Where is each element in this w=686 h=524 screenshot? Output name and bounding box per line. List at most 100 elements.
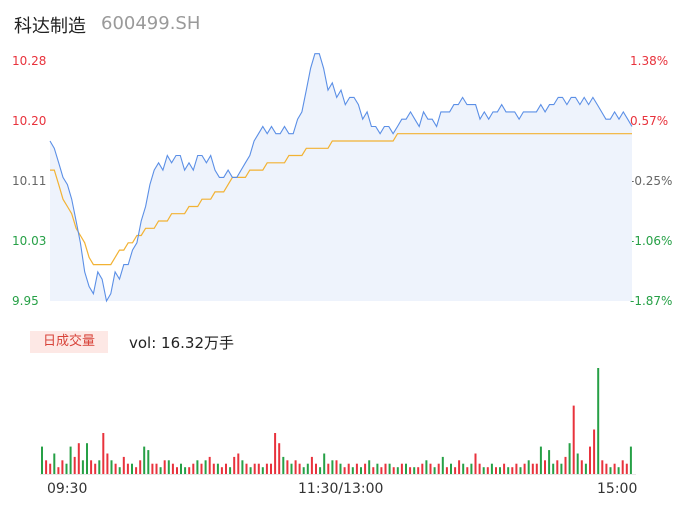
volume-bar xyxy=(233,456,236,474)
percent-tick-label: 1.38% xyxy=(630,54,669,68)
time-label-midday: 11:30/13:00 xyxy=(298,481,384,497)
volume-bar xyxy=(147,450,150,474)
volume-bar xyxy=(621,460,624,474)
volume-bar xyxy=(597,368,600,474)
volume-bar xyxy=(347,463,350,474)
volume-bar xyxy=(580,460,583,474)
volume-bar xyxy=(241,460,244,474)
volume-bar xyxy=(486,467,489,474)
volume-bar xyxy=(216,463,219,474)
volume-bar xyxy=(478,463,481,474)
volume-bar xyxy=(576,453,579,474)
volume-bar xyxy=(315,463,317,474)
volume-bar xyxy=(212,463,215,474)
price-tick-label: 9.95 xyxy=(12,294,39,308)
volume-bar xyxy=(552,463,555,474)
volume-bar xyxy=(466,467,469,474)
volume-bar xyxy=(245,463,248,474)
volume-bar xyxy=(126,463,129,474)
volume-bar xyxy=(86,443,88,474)
time-label-close: 15:00 xyxy=(597,481,638,497)
stock-name: 科达制造 xyxy=(14,16,86,37)
volume-bar xyxy=(257,463,260,474)
volume-bar xyxy=(593,429,596,474)
volume-bar xyxy=(417,467,420,474)
volume-bar xyxy=(265,463,268,474)
volume-bar xyxy=(601,460,604,474)
volume-bar xyxy=(368,460,371,474)
volume-bar xyxy=(629,446,632,474)
volume-bar xyxy=(450,463,452,474)
volume-bar xyxy=(609,467,612,474)
volume-bar xyxy=(343,467,346,474)
volume-bar xyxy=(564,456,567,474)
volume-bar xyxy=(454,467,457,474)
volume-bar xyxy=(474,453,477,474)
volume-bar xyxy=(388,463,391,474)
volume-bar xyxy=(499,467,501,474)
volume-bar xyxy=(204,460,207,474)
volume-bar xyxy=(220,467,223,474)
volume-bar xyxy=(372,467,375,474)
volume-bar xyxy=(511,467,514,474)
volume-bar xyxy=(310,456,313,474)
volume-bar xyxy=(445,467,448,474)
price-tick-label: 10.11 xyxy=(12,174,47,188)
volume-bar xyxy=(519,467,522,474)
volume-bar xyxy=(507,467,510,474)
volume-bar xyxy=(584,463,587,474)
volume-bar xyxy=(200,463,203,474)
volume-bar xyxy=(106,453,109,474)
price-tick-label: 10.20 xyxy=(12,114,47,128)
volume-bar xyxy=(98,460,101,474)
volume-bar xyxy=(556,460,559,474)
volume-bar xyxy=(270,463,272,474)
volume-bar xyxy=(253,463,256,474)
volume-bar xyxy=(188,467,191,474)
avg-price-line xyxy=(50,133,632,266)
volume-bar xyxy=(515,463,518,474)
volume-bar xyxy=(196,460,199,474)
volume-bar xyxy=(495,467,497,474)
volume-bar xyxy=(249,467,252,474)
volume-bar xyxy=(433,467,436,474)
volume-bar xyxy=(69,446,72,474)
volume-bar xyxy=(405,463,407,474)
volume-bar xyxy=(429,463,432,474)
volume-bar xyxy=(278,443,281,474)
volume-bar xyxy=(535,463,538,474)
volume-bar xyxy=(384,463,387,474)
volume-bar xyxy=(274,433,277,474)
volume-bar xyxy=(81,460,84,474)
volume-bar xyxy=(290,463,293,474)
volume-bar xyxy=(376,463,379,474)
volume-bar xyxy=(184,467,187,474)
volume-bar xyxy=(180,463,182,474)
volume-bar xyxy=(102,433,105,474)
volume-bar xyxy=(41,446,43,474)
volume-bar xyxy=(490,463,493,474)
volume-badge: 日成交量 xyxy=(30,331,108,353)
volume-bar xyxy=(94,463,97,474)
volume-bar xyxy=(192,463,195,474)
volume-bar xyxy=(237,453,240,474)
volume-bar xyxy=(482,467,485,474)
volume-bar xyxy=(409,467,412,474)
volume-bar xyxy=(589,446,591,474)
volume-bar xyxy=(57,467,60,474)
volume-bar xyxy=(503,463,506,474)
volume-bar xyxy=(151,463,154,474)
volume-bar xyxy=(355,463,358,474)
price-area xyxy=(50,53,632,302)
percent-tick-label: -1.06% xyxy=(630,234,673,248)
volume-bar xyxy=(400,463,403,474)
volume-bar xyxy=(171,463,174,474)
volume-bar xyxy=(77,443,80,474)
volume-bar xyxy=(118,467,121,474)
volume-bar xyxy=(360,467,362,474)
volume-bar xyxy=(351,467,354,474)
volume-bar xyxy=(441,456,444,474)
volume-bar xyxy=(53,453,56,474)
volume-bar xyxy=(110,460,113,474)
